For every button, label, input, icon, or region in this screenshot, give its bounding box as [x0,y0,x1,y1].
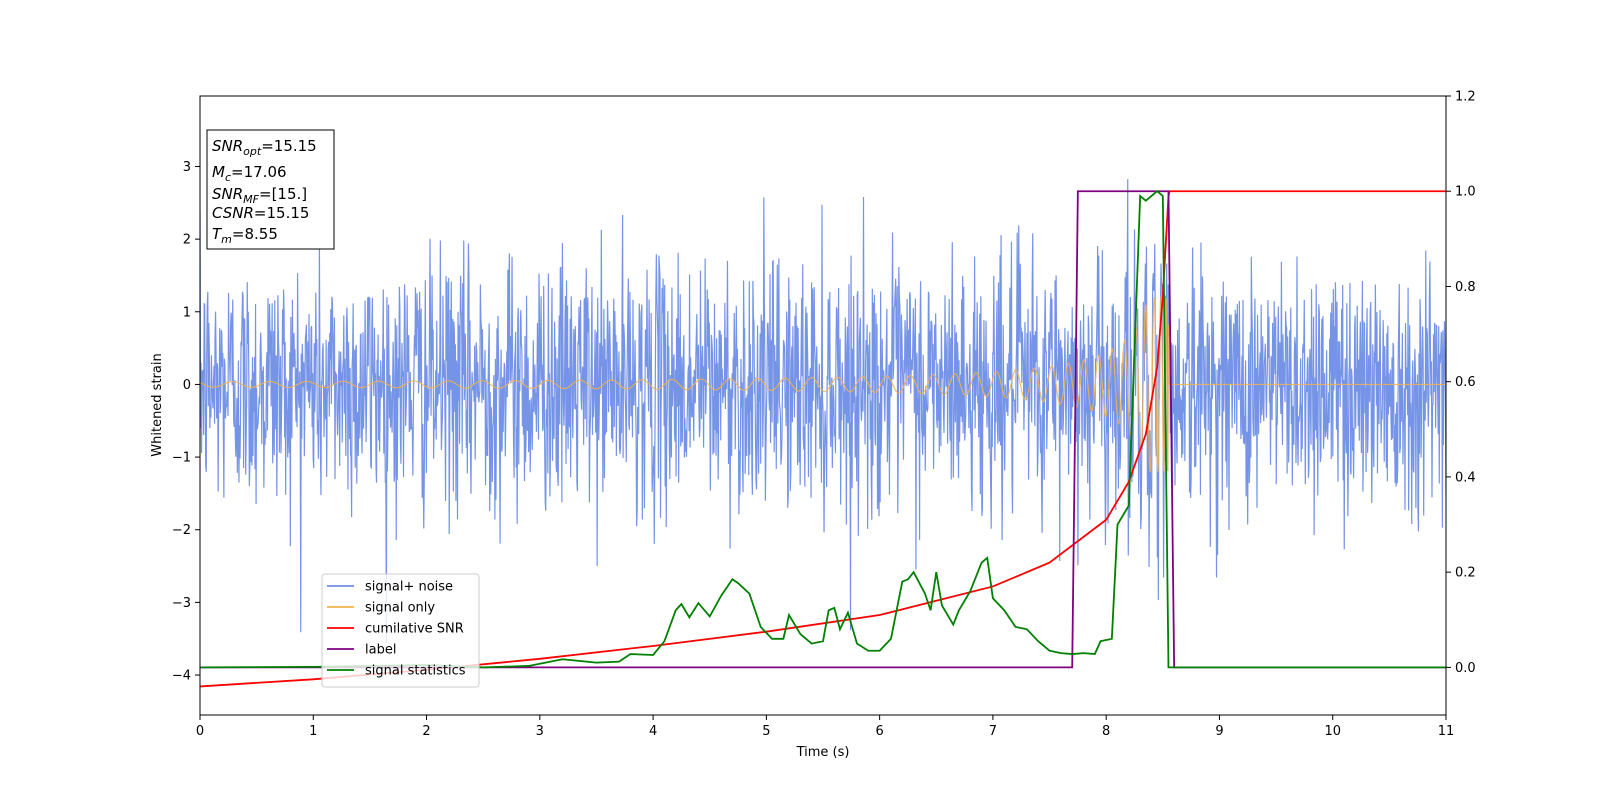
y-left-tick-label: −4 [172,669,191,684]
annotation-line: Mc=17.06 [212,163,287,184]
legend-entry: label [365,643,396,658]
y-right-tick-label: 1.0 [1455,185,1476,200]
legend-entry: signal+ noise [365,580,453,595]
annotation-frame [206,129,335,250]
x-axis-label: Time (s) [796,745,850,760]
x-tick-label: 2 [422,724,430,739]
x-tick-label: 0 [196,724,204,739]
y-left-tick-label: 1 [183,305,191,320]
y-right-tick-label: 0.6 [1455,375,1476,390]
legend-entry: signal statistics [365,664,466,679]
legend-entry: cumilative SNR [365,622,464,637]
annotation-line: SNRopt=15.15 [212,137,317,158]
axes-frame [199,95,1447,716]
x-tick-label: 4 [649,724,657,739]
y-left-tick-label: −1 [172,451,191,466]
annotation-box: SNRopt=15.15 Mc=17.06SNRMF=[15.]CSNR=15.1… [206,129,335,250]
series-signal-noise [200,179,1446,643]
y-right-tick-label: 0.0 [1455,661,1476,676]
annotation-line: CSNR=15.15 [212,204,309,222]
y-left-tick-label: 3 [183,160,191,175]
x-tick-label: 1 [309,724,317,739]
annotation-line: SNRMF=[15.] [212,185,307,206]
series-cumilative-snr [200,190,1446,688]
legend: signal+ noise signal only cumilative SNR la… [321,573,480,688]
series-signal-only [200,295,1446,473]
x-tick-label: 10 [1324,724,1341,739]
series-signal-statistics [200,190,1446,669]
legend-box [321,573,480,688]
legend-entry: signal only [365,601,435,616]
y-left-tick-label: −2 [172,523,191,538]
y-right-tick-label: 0.8 [1455,280,1476,295]
x-tick-label: 8 [1102,724,1110,739]
y-axis-label: Whitened strain [150,353,165,456]
x-tick-label: 11 [1438,724,1455,739]
x-tick-label: 5 [762,724,770,739]
axes: 0 1 2 3 4 5 6 7 8 9 10 11 −4 −3 −2 −1 0 1 2 3 0.0 0.2 0.4 0.6 0.… [172,90,1476,740]
annotation-line: Tm=8.55 [212,225,278,246]
x-tick-label: 9 [1215,724,1223,739]
y-right-tick-label: 0.4 [1455,470,1476,485]
x-tick-label: 3 [536,724,544,739]
y-right-tick-label: 1.2 [1455,90,1476,105]
y-left-tick-label: 2 [183,233,191,248]
y-right-tick-label: 0.2 [1455,566,1476,581]
x-tick-label: 6 [875,724,883,739]
x-tick-label: 7 [989,724,997,739]
y-left-tick-label: −3 [172,596,191,611]
y-left-tick-label: 0 [183,378,191,393]
plot-area [200,179,1446,688]
